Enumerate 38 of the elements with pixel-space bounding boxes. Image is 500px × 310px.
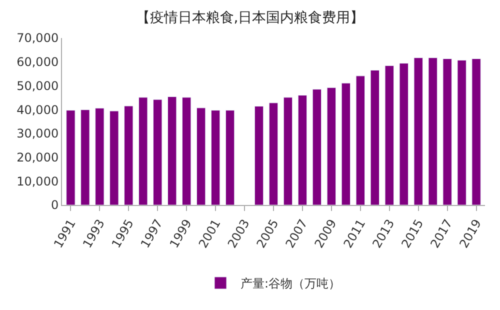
bar — [428, 58, 438, 205]
bar — [225, 110, 235, 205]
bar — [210, 110, 220, 205]
bar — [298, 95, 308, 205]
bar — [124, 106, 134, 205]
bar — [66, 110, 76, 205]
y-tick-label: 50,000 — [16, 78, 59, 93]
bar — [268, 102, 278, 205]
y-tick-label: 10,000 — [16, 174, 59, 188]
bar — [312, 89, 322, 205]
bar — [110, 110, 119, 205]
bar — [138, 97, 148, 205]
legend-label: 产量:谷物（万吨） — [240, 276, 341, 291]
bar — [254, 106, 264, 205]
y-tick-label: 30,000 — [16, 126, 59, 141]
bar — [196, 108, 206, 205]
bar — [457, 60, 466, 205]
bar — [442, 58, 452, 205]
bar — [95, 108, 104, 205]
bar — [168, 96, 177, 205]
y-tick-label: 20,000 — [16, 150, 59, 164]
bar — [370, 70, 380, 205]
bar — [399, 63, 408, 205]
bar — [80, 110, 90, 205]
bar — [153, 99, 162, 205]
bar — [182, 97, 192, 205]
bar — [356, 76, 366, 205]
bar — [414, 58, 423, 205]
bar — [341, 82, 351, 205]
y-tick-label: 40,000 — [16, 102, 59, 117]
bar — [283, 97, 293, 205]
bar — [326, 87, 336, 205]
y-tick-label: 60,000 — [16, 55, 59, 70]
bar — [472, 58, 481, 205]
bar — [384, 65, 394, 205]
chart-title: 【疫情日本粮食,日本国内粮食费用】 — [136, 10, 364, 26]
y-tick-label: 0 — [50, 198, 59, 212]
y-tick-label: 70,000 — [16, 31, 59, 46]
